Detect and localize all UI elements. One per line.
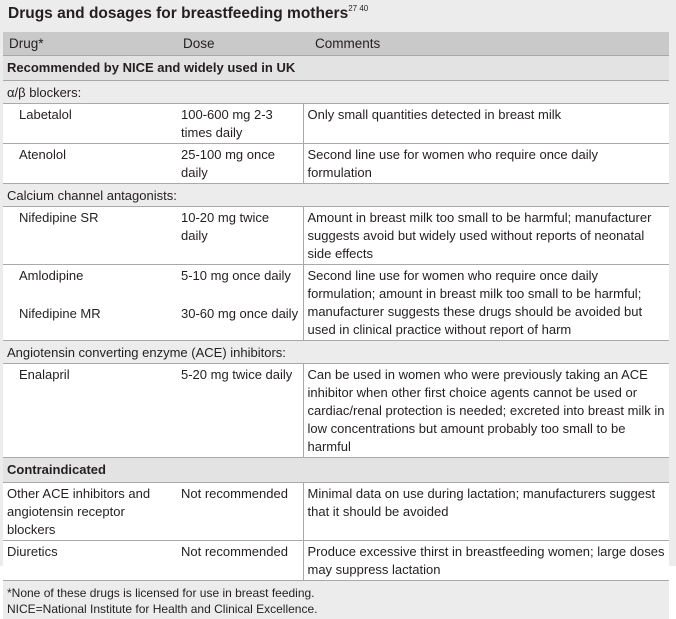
comment-cell: Minimal data on use during lactation; ma… (303, 483, 669, 541)
drug-cell: Nifedipine SR (3, 207, 175, 265)
group-row-alpha-beta: α/β blockers: (3, 81, 669, 104)
dose-cell: 100-600 mg 2-3 times daily (175, 104, 303, 144)
section-label: Recommended by NICE and widely used in U… (3, 56, 669, 81)
title-references: 27 40 (348, 4, 368, 13)
table-row: Amlodipine 5-10 mg once daily Second lin… (3, 265, 669, 303)
dose-cell: Not recommended (175, 541, 303, 581)
comment-cell: Second line use for women who require on… (303, 144, 669, 184)
comment-cell: Produce excessive thirst in breastfeedin… (303, 541, 669, 581)
group-label: Angiotensin converting enzyme (ACE) inhi… (3, 341, 669, 364)
drug-table: Drug* Dose Comments Recommended by NICE … (3, 32, 669, 619)
comment-cell: Amount in breast milk too small to be ha… (303, 207, 669, 265)
drug-cell: Nifedipine MR (3, 303, 175, 341)
drug-cell: Other ACE inhibitors and angiotensin rec… (3, 483, 175, 541)
drug-cell: Amlodipine (3, 265, 175, 303)
table-row: Atenolol 25-100 mg once daily Second lin… (3, 144, 669, 184)
drug-table-box: Drugs and dosages for breastfeeding moth… (0, 0, 676, 566)
section-label: Contraindicated (3, 458, 669, 483)
table-row: Other ACE inhibitors and angiotensin rec… (3, 483, 669, 541)
comment-cell: Can be used in women who were previously… (303, 364, 669, 458)
section-row-recommended: Recommended by NICE and widely used in U… (3, 56, 669, 81)
table-row: Enalapril 5-20 mg twice daily Can be use… (3, 364, 669, 458)
group-row-ace: Angiotensin converting enzyme (ACE) inhi… (3, 341, 669, 364)
header-row: Drug* Dose Comments (3, 32, 669, 56)
dose-cell: 10-20 mg twice daily (175, 207, 303, 265)
footnote-nice: NICE=National Institute for Health and C… (7, 601, 665, 617)
group-label: Calcium channel antagonists: (3, 184, 669, 207)
table-title-text: Drugs and dosages for breastfeeding moth… (8, 5, 348, 22)
footnote-row: *None of these drugs is licensed for use… (3, 581, 669, 619)
table-row: Nifedipine SR 10-20 mg twice daily Amoun… (3, 207, 669, 265)
comment-cell: Second line use for women who require on… (303, 265, 669, 341)
dose-cell: 30-60 mg once daily (175, 303, 303, 341)
dose-cell: 25-100 mg once daily (175, 144, 303, 184)
comment-cell: Only small quantities detected in breast… (303, 104, 669, 144)
dose-cell: 5-10 mg once daily (175, 265, 303, 303)
table-row: Labetalol 100-600 mg 2-3 times daily Onl… (3, 104, 669, 144)
table-title: Drugs and dosages for breastfeeding moth… (0, 0, 676, 32)
dose-cell: Not recommended (175, 483, 303, 541)
section-row-contraindicated: Contraindicated (3, 458, 669, 483)
header-comments: Comments (303, 32, 669, 56)
drug-cell: Diuretics (3, 541, 175, 581)
group-row-calcium: Calcium channel antagonists: (3, 184, 669, 207)
drug-cell: Enalapril (3, 364, 175, 458)
header-dose: Dose (175, 32, 303, 56)
header-drug: Drug* (3, 32, 175, 56)
drug-cell: Labetalol (3, 104, 175, 144)
footnote-licensing: *None of these drugs is licensed for use… (7, 585, 665, 601)
group-label: α/β blockers: (3, 81, 669, 104)
drug-cell: Atenolol (3, 144, 175, 184)
table-row: Diuretics Not recommended Produce excess… (3, 541, 669, 581)
footnotes: *None of these drugs is licensed for use… (3, 581, 669, 619)
dose-cell: 5-20 mg twice daily (175, 364, 303, 458)
